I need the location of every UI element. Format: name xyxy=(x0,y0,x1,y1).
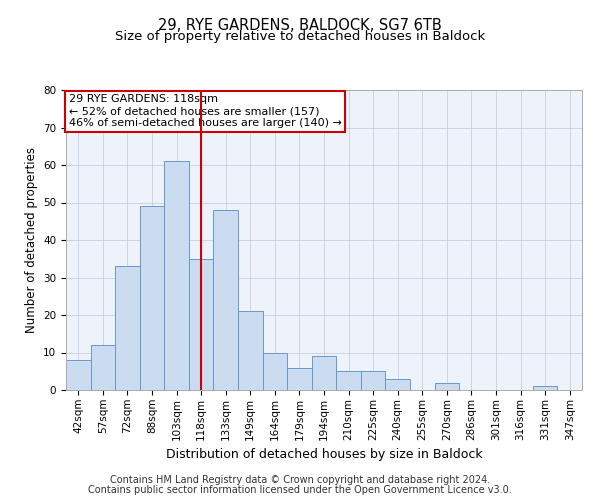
Bar xyxy=(336,371,361,390)
Bar xyxy=(385,379,410,390)
Bar xyxy=(287,368,312,390)
Text: Size of property relative to detached houses in Baldock: Size of property relative to detached ho… xyxy=(115,30,485,43)
Bar xyxy=(189,259,214,390)
Bar xyxy=(533,386,557,390)
Text: 29 RYE GARDENS: 118sqm
← 52% of detached houses are smaller (157)
46% of semi-de: 29 RYE GARDENS: 118sqm ← 52% of detached… xyxy=(68,94,341,128)
Bar xyxy=(115,266,140,390)
Text: 29, RYE GARDENS, BALDOCK, SG7 6TB: 29, RYE GARDENS, BALDOCK, SG7 6TB xyxy=(158,18,442,32)
Bar xyxy=(263,352,287,390)
Bar xyxy=(434,382,459,390)
Text: Contains HM Land Registry data © Crown copyright and database right 2024.: Contains HM Land Registry data © Crown c… xyxy=(110,475,490,485)
Bar xyxy=(214,210,238,390)
X-axis label: Distribution of detached houses by size in Baldock: Distribution of detached houses by size … xyxy=(166,448,482,461)
Bar xyxy=(238,311,263,390)
Bar xyxy=(361,371,385,390)
Y-axis label: Number of detached properties: Number of detached properties xyxy=(25,147,38,333)
Bar xyxy=(140,206,164,390)
Bar xyxy=(66,360,91,390)
Bar xyxy=(91,345,115,390)
Bar xyxy=(312,356,336,390)
Text: Contains public sector information licensed under the Open Government Licence v3: Contains public sector information licen… xyxy=(88,485,512,495)
Bar xyxy=(164,161,189,390)
